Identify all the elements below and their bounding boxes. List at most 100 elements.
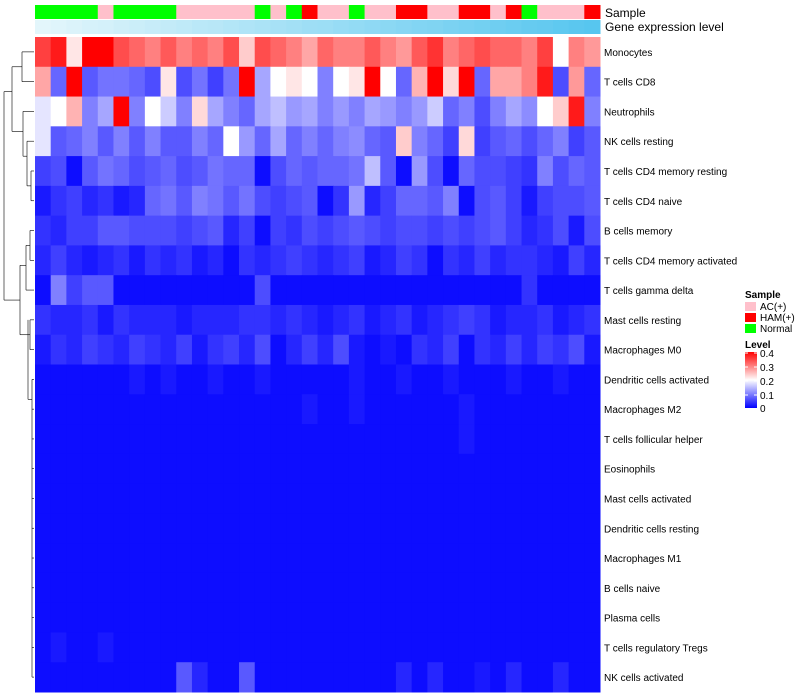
heatmap-cell	[82, 453, 99, 485]
heatmap-cell	[505, 96, 523, 127]
heatmap-cell	[66, 215, 83, 246]
heatmap-cell	[223, 304, 240, 336]
heatmap-cell	[176, 96, 193, 127]
sample-annotation-cell	[348, 5, 366, 19]
level-legend: Level 0.4 0.3 0.2 0.1 0	[745, 340, 774, 415]
heatmap-cell	[474, 424, 491, 455]
heatmap-cell	[207, 245, 224, 276]
sample-annotation-cell	[254, 5, 271, 19]
heatmap-cell	[427, 364, 444, 395]
expression-annotation-cell	[286, 20, 303, 34]
sample-annotation-cell	[301, 5, 318, 19]
heatmap-cell	[505, 185, 523, 217]
heatmap-cell	[348, 424, 366, 455]
sample-annotation-cell	[66, 5, 83, 19]
heatmap-cell	[35, 334, 52, 365]
heatmap-cell	[395, 394, 413, 425]
heatmap-cell	[223, 185, 240, 217]
expression-annotation-cell	[50, 20, 67, 34]
heatmap-cell	[66, 394, 83, 425]
heatmap-cell	[286, 602, 303, 633]
heatmap-cell	[521, 185, 538, 217]
heatmap-cell	[301, 483, 318, 514]
heatmap-cell	[97, 513, 114, 544]
heatmap-cell	[380, 304, 397, 336]
heatmap-cell	[191, 394, 209, 425]
legend-swatch-normal	[745, 324, 756, 333]
heatmap-cell	[50, 215, 67, 246]
heatmap-cell	[333, 543, 350, 574]
heatmap-cell	[364, 394, 381, 425]
heatmap-cell	[35, 304, 52, 336]
heatmap-cell	[317, 215, 334, 246]
heatmap-cell	[160, 483, 177, 514]
heatmap-cell	[364, 483, 381, 514]
heatmap-cell	[50, 126, 67, 157]
heatmap-cell	[270, 572, 287, 604]
heatmap-cell	[317, 543, 334, 574]
heatmap-cell	[50, 304, 67, 336]
expression-annotation-cell	[144, 20, 162, 34]
heatmap-cell	[97, 304, 114, 336]
heatmap-cell	[364, 66, 381, 98]
heatmap-cell	[443, 156, 460, 187]
heatmap-cell	[490, 245, 507, 276]
heatmap-cell	[364, 185, 381, 217]
expression-annotation-cell	[66, 20, 83, 34]
heatmap-cell	[521, 275, 538, 306]
heatmap-cell	[176, 215, 193, 246]
heatmap-cell	[317, 602, 334, 633]
heatmap-cell	[113, 275, 130, 306]
heatmap-cell	[521, 602, 538, 633]
legend-swatch-ac	[745, 302, 756, 311]
heatmap-cell	[490, 156, 507, 187]
row-label: Mast cells activated	[604, 494, 691, 505]
heatmap-cell	[380, 572, 397, 604]
heatmap-cell	[270, 483, 287, 514]
heatmap-cell	[286, 66, 303, 98]
heatmap-cell	[144, 632, 162, 663]
heatmap-cell	[223, 334, 240, 365]
heatmap-cell	[35, 66, 52, 98]
heatmap-cell	[474, 513, 491, 544]
heatmap-cell	[568, 602, 585, 633]
heatmap-cell	[144, 513, 162, 544]
sample-annotation-cell	[97, 5, 114, 19]
heatmap-cell	[301, 245, 318, 276]
heatmap-cell	[411, 394, 428, 425]
heatmap-cell	[395, 513, 413, 544]
heatmap-cell	[301, 394, 318, 425]
heatmap-cell	[176, 602, 193, 633]
heatmap-cell	[176, 334, 193, 365]
row-label: NK cells activated	[604, 673, 683, 684]
heatmap-cell	[66, 66, 83, 98]
heatmap-cell	[474, 572, 491, 604]
heatmap-cell	[97, 215, 114, 246]
heatmap-cell	[66, 543, 83, 574]
heatmap-cell	[584, 453, 601, 485]
heatmap-cell	[333, 304, 350, 336]
sample-annotation-cell	[427, 5, 444, 19]
sample-annotation-cell	[537, 5, 554, 19]
heatmap-cell	[160, 364, 177, 395]
heatmap-cell	[395, 185, 413, 217]
heatmap-cell	[82, 364, 99, 395]
heatmap-cell	[317, 334, 334, 365]
heatmap-cell	[270, 126, 287, 157]
heatmap-cell	[144, 304, 162, 336]
expression-annotation-cell	[254, 20, 271, 34]
heatmap-cell	[458, 632, 475, 663]
heatmap-cell	[584, 245, 601, 276]
expression-annotation-cell	[35, 20, 52, 34]
heatmap-cell	[380, 394, 397, 425]
heatmap-cell	[223, 364, 240, 395]
heatmap-cell	[191, 334, 209, 365]
row-dendrogram	[3, 51, 34, 678]
heatmap-cell	[35, 424, 52, 455]
heatmap-cell	[144, 215, 162, 246]
heatmap-cell	[160, 185, 177, 217]
heatmap-cell	[584, 513, 601, 544]
heatmap-cell	[364, 543, 381, 574]
heatmap-cell	[395, 632, 413, 663]
heatmap-cell	[333, 662, 350, 693]
